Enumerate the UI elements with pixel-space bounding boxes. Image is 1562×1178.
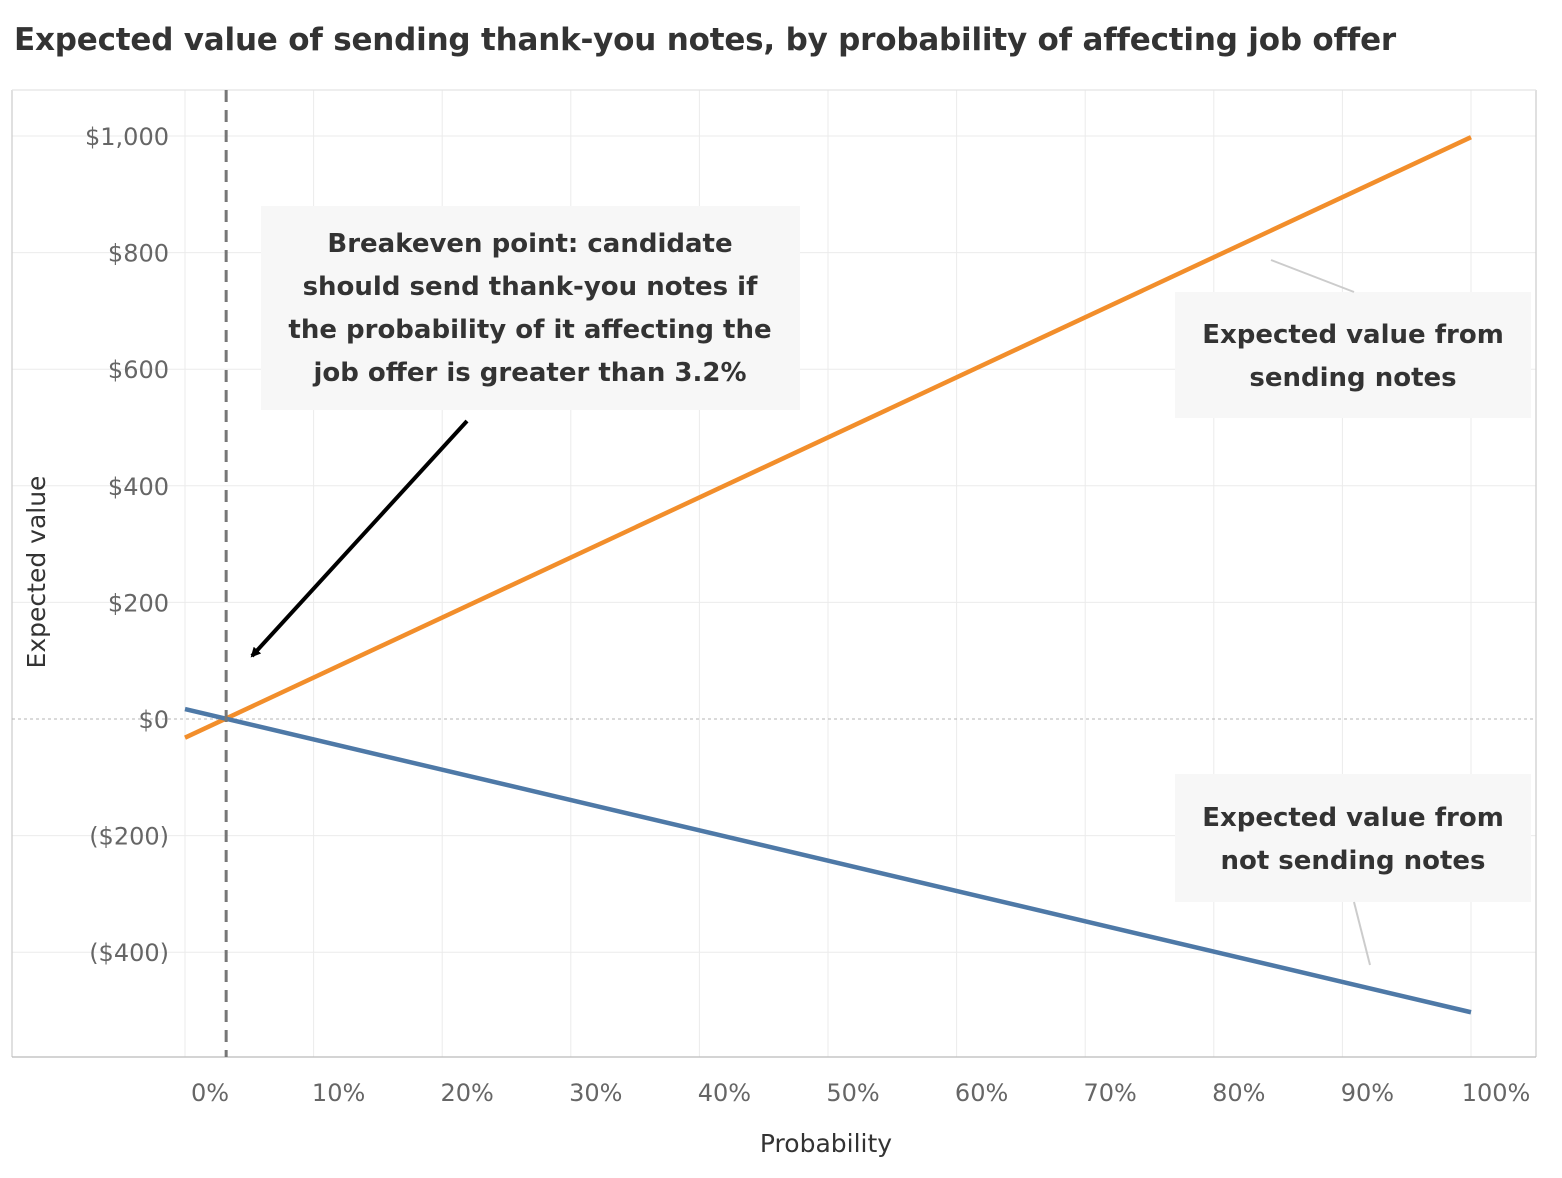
x-tick-label: 50% <box>826 1079 879 1107</box>
breakeven-arrow <box>250 419 469 658</box>
breakeven-annotation-box <box>261 206 800 410</box>
sending-leader-line <box>1270 259 1355 293</box>
y-tick-label: ($200) <box>89 823 169 851</box>
x-tick-label: 0% <box>191 1079 229 1107</box>
not-sending-notes-annotation-text-line: Expected value from <box>1202 803 1504 833</box>
annotations: Breakeven point: candidate should send th… <box>250 206 1531 966</box>
x-tick-label: 40% <box>698 1079 751 1107</box>
breakeven-annotation-text-line: Breakeven point: candidate <box>327 229 732 259</box>
not-sending-leader-line <box>1353 901 1371 966</box>
sending-notes-annotation-box <box>1175 292 1531 418</box>
not-sending-notes-annotation-box <box>1175 774 1531 902</box>
y-tick-label: $1,000 <box>85 123 169 151</box>
sending-notes-annotation: Expected value from sending notes <box>1175 292 1531 418</box>
y-tick-label: $800 <box>108 240 169 268</box>
chart-title: Expected value of sending thank-you note… <box>14 22 1396 58</box>
x-axis-title: Probability <box>760 1129 892 1158</box>
series-line-sending-notes <box>184 135 1472 740</box>
x-tick-label: 30% <box>569 1079 622 1107</box>
y-tick-label: $200 <box>108 589 169 617</box>
not-sending-notes-annotation: Expected value from not sending notes <box>1175 774 1531 902</box>
series-line-not-sending-notes <box>184 706 1472 1015</box>
series-lines <box>184 135 1472 1015</box>
y-tick-label: $600 <box>108 356 169 384</box>
y-tick-label: ($400) <box>89 939 169 967</box>
x-tick-label: 10% <box>312 1079 365 1107</box>
x-tick-label: 90% <box>1341 1079 1394 1107</box>
y-tick-label: $400 <box>108 473 169 501</box>
breakeven-annotation: Breakeven point: candidate should send th… <box>261 206 800 410</box>
x-tick-label: 100% <box>1462 1079 1531 1107</box>
x-tick-label: 70% <box>1084 1079 1137 1107</box>
plot-frame <box>11 89 1537 1058</box>
breakeven-annotation-text-line: job offer is greater than 3.2% <box>312 358 746 388</box>
breakeven-annotation-text-line: should send thank-you notes if <box>303 272 759 302</box>
tick-labels: 0% 10% 20% 30% 40% 50% 60% 70% 80% 90% 100% $1,000 $… <box>85 123 1530 1107</box>
sending-notes-annotation-text-line: Expected value from <box>1202 320 1504 350</box>
breakeven-annotation-text-line: the probability of it affecting the <box>288 315 771 345</box>
x-tick-label: 80% <box>1212 1079 1265 1107</box>
x-tick-label: 20% <box>441 1079 494 1107</box>
not-sending-notes-annotation-text-line: not sending notes <box>1220 846 1485 876</box>
sending-notes-annotation-text-line: sending notes <box>1249 363 1456 393</box>
x-tick-label: 60% <box>955 1079 1008 1107</box>
y-tick-label: $0 <box>138 706 169 734</box>
y-axis-title: Expected value <box>22 476 51 669</box>
